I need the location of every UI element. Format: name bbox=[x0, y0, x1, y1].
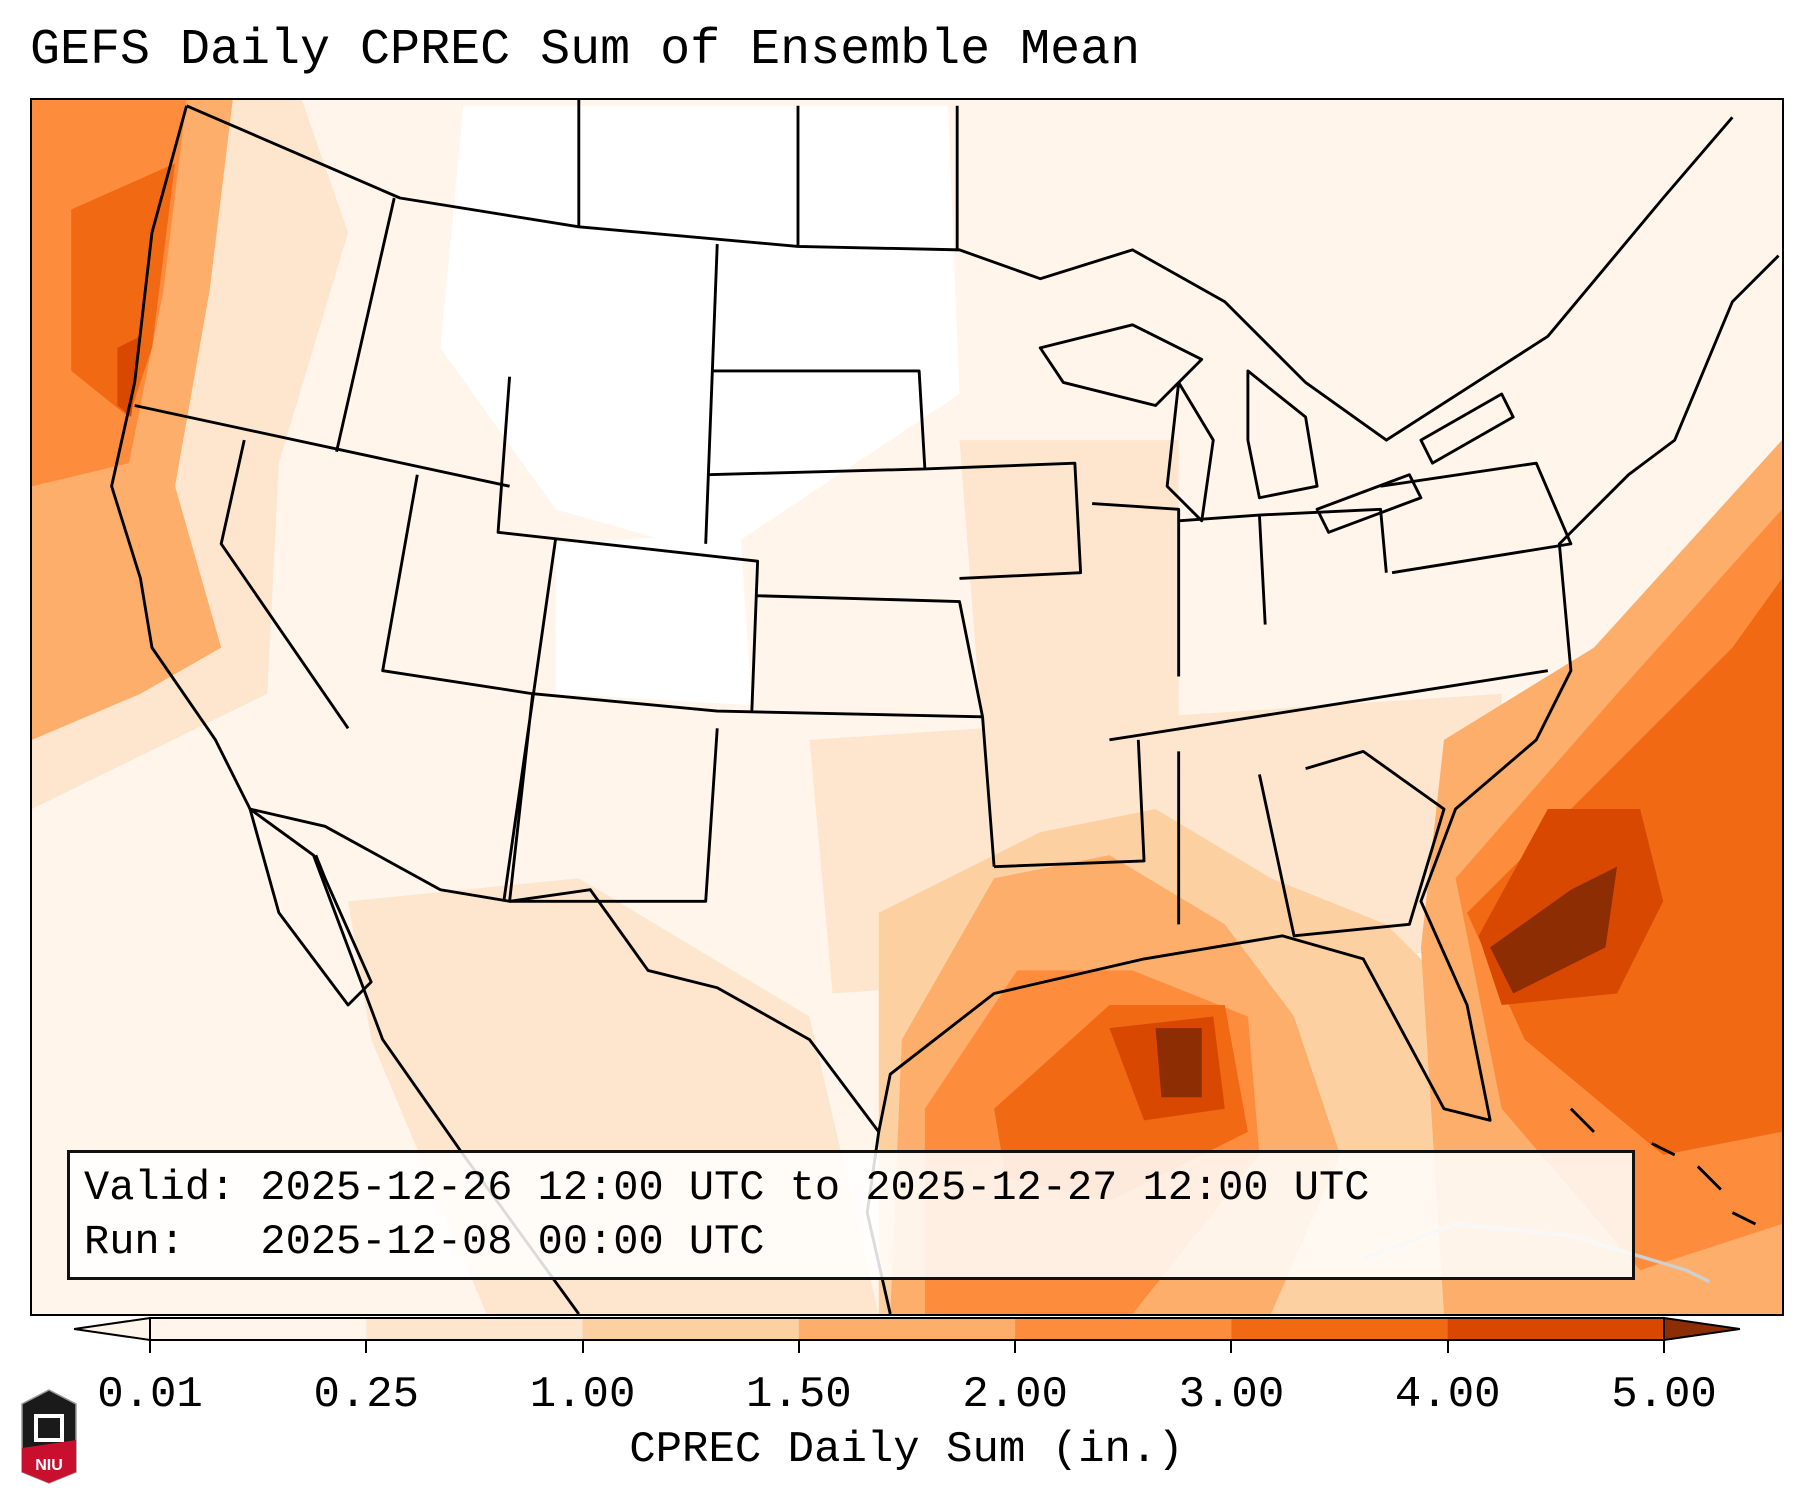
colorbar-segment bbox=[1447, 1318, 1665, 1340]
colorbar-segment bbox=[1015, 1318, 1232, 1340]
precip-midwest-pale bbox=[959, 440, 1179, 740]
precip-gulf-6 bbox=[1155, 1028, 1202, 1098]
precip-interior-white bbox=[440, 105, 960, 556]
map-canvas bbox=[32, 100, 1782, 1314]
colorbar-tick-label: 1.50 bbox=[746, 1370, 852, 1420]
colorbar-tick-label: 0.25 bbox=[313, 1370, 420, 1420]
colorbar-segment bbox=[1231, 1318, 1449, 1340]
colorbar-tick-label: 4.00 bbox=[1394, 1370, 1501, 1420]
validity-info-box: Valid: 2025-12-26 12:00 UTC to 2025-12-2… bbox=[67, 1150, 1635, 1280]
colorbar-segment bbox=[150, 1318, 367, 1340]
precip-field bbox=[32, 100, 1782, 1314]
colorbar-segment bbox=[582, 1318, 800, 1340]
colorbar-segment bbox=[798, 1318, 1016, 1340]
state-lines bbox=[134, 100, 1573, 938]
colorbar-under-extension bbox=[74, 1316, 151, 1342]
colorbar-label: CPREC Daily Sum (in.) bbox=[0, 1425, 1803, 1475]
svg-text:NIU: NIU bbox=[35, 1457, 63, 1474]
precipitation-map bbox=[30, 98, 1784, 1316]
colorbar-tick-label: 2.00 bbox=[962, 1370, 1068, 1420]
colorbar-tick-mark bbox=[1230, 1341, 1233, 1353]
bahamas bbox=[1569, 1107, 1757, 1226]
colorbar-tick-mark bbox=[581, 1341, 584, 1353]
colorbar-tick-mark bbox=[365, 1341, 368, 1353]
niu-logo: NIU bbox=[21, 1389, 77, 1484]
colorbar-tick-mark bbox=[149, 1341, 151, 1353]
colorbar-tick-mark bbox=[797, 1341, 800, 1353]
colorbar-tick-label: 3.00 bbox=[1178, 1370, 1285, 1420]
colorbar-label-text: CPREC Daily Sum (in.) bbox=[629, 1425, 1184, 1475]
precip-interior-white-2 bbox=[555, 532, 752, 706]
colorbar-tick-label: 0.01 bbox=[97, 1370, 203, 1420]
great-lakes bbox=[1038, 323, 1515, 534]
valid-time-text: Valid: 2025-12-26 12:00 UTC to 2025-12-2… bbox=[84, 1164, 1370, 1212]
precip-pacific-3 bbox=[71, 163, 176, 418]
baja-california bbox=[248, 808, 373, 1007]
colorbar-tick-labels: 0.01 0.25 1.00 1.50 2.00 3.00 4.00 5.00 bbox=[0, 1362, 1803, 1420]
chart-title: GEFS Daily CPREC Sum of Ensemble Mean bbox=[30, 22, 1141, 79]
us-outline bbox=[110, 105, 1780, 1134]
precip-pacific-4 bbox=[117, 336, 141, 418]
run-time-text: Run: 2025-12-08 00:00 UTC bbox=[84, 1218, 765, 1266]
colorbar-tick-mark bbox=[1446, 1341, 1449, 1353]
colorbar-tick-mark bbox=[1663, 1341, 1665, 1353]
colorbar-border bbox=[149, 1317, 1665, 1341]
colorbar-tick-label: 1.00 bbox=[529, 1370, 636, 1420]
canada-border bbox=[186, 104, 1734, 442]
colorbar-segment bbox=[366, 1318, 584, 1340]
colorbar-tick-label: 5.00 bbox=[1611, 1370, 1717, 1420]
colorbar-over-extension bbox=[1663, 1316, 1740, 1342]
precip-atlantic-5 bbox=[1490, 866, 1618, 994]
colorbar bbox=[74, 1316, 1740, 1342]
colorbar-tick-mark bbox=[1014, 1341, 1017, 1353]
